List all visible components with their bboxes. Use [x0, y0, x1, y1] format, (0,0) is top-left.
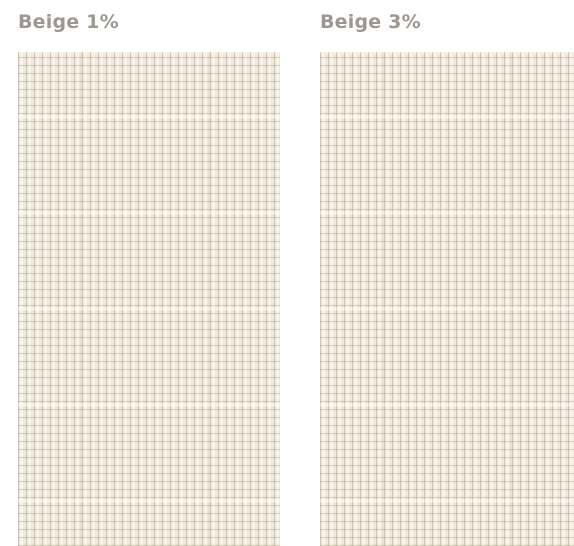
fabric-swatch-image[interactable]: [18, 52, 280, 546]
fabric-swatch-image[interactable]: [320, 52, 574, 546]
swatch-card-beige-3[interactable]: Beige 3%: [320, 0, 574, 546]
swatch-label: Beige 3%: [320, 9, 421, 35]
swatch-card-beige-1[interactable]: Beige 1%: [18, 0, 284, 546]
swatch-label: Beige 1%: [18, 9, 119, 35]
